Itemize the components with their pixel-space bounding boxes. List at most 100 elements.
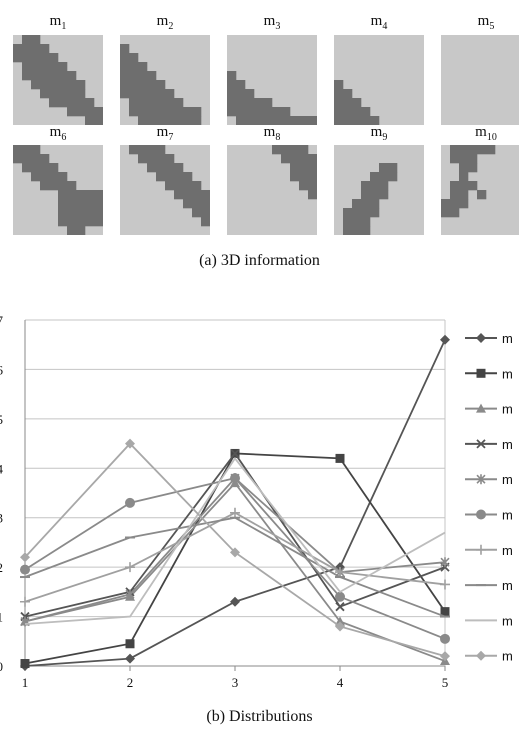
data-point xyxy=(335,616,345,626)
legend-entry-8: m xyxy=(502,578,513,593)
mask-label-name: m xyxy=(263,124,276,140)
legend-entry-7: m xyxy=(502,543,513,558)
legend-entry-4: m xyxy=(502,437,513,452)
series-line-6 xyxy=(24,477,446,640)
y-tick-label: 3 xyxy=(0,511,3,526)
data-point xyxy=(335,591,345,602)
mask-label-3: m3 xyxy=(227,13,317,35)
data-point xyxy=(230,473,240,484)
mask-label-name: m xyxy=(263,13,276,29)
x-tick-label: 3 xyxy=(232,675,239,690)
data-point xyxy=(335,567,345,578)
series-line-9 xyxy=(24,456,446,625)
x-tick-label: 1 xyxy=(22,675,29,690)
mask-label-8: m8 xyxy=(227,124,317,146)
mask-image-8 xyxy=(227,145,317,235)
y-tick-label: 0 xyxy=(0,659,3,674)
data-point xyxy=(440,579,450,590)
data-point xyxy=(440,651,450,662)
mask-image-7 xyxy=(120,145,210,235)
mask-label-subscript: 1 xyxy=(61,21,67,32)
legend-marker xyxy=(476,474,486,485)
data-point xyxy=(20,552,30,563)
legend-marker xyxy=(476,368,486,378)
y-tick-label: 5 xyxy=(0,412,3,427)
mask-label-subscript: 2 xyxy=(168,21,174,32)
data-point xyxy=(125,497,135,508)
mask-label-subscript: 8 xyxy=(275,132,281,143)
legend-entry-3: m xyxy=(502,402,513,417)
mask-label-name: m xyxy=(49,13,62,29)
mask-label-9: m9 xyxy=(334,124,424,146)
data-point xyxy=(440,334,450,345)
y-tick-label: 7 xyxy=(0,313,4,328)
mask-label-name: m xyxy=(156,124,169,140)
data-point xyxy=(335,602,345,612)
mask-label-10: m10 xyxy=(441,124,519,146)
mask-label-6: m6 xyxy=(13,124,103,146)
data-point xyxy=(125,653,135,664)
data-point xyxy=(20,564,30,575)
legend-entry-2: m xyxy=(502,366,513,381)
mask-label-subscript: 3 xyxy=(275,21,281,32)
y-tick-label: 4 xyxy=(0,461,4,476)
mask-label-name: m xyxy=(49,124,62,140)
data-point xyxy=(440,557,450,568)
legend-marker xyxy=(476,509,486,520)
mask-label-subscript: 4 xyxy=(382,21,388,32)
y-tick-label: 2 xyxy=(0,560,3,575)
legend-entry-10: m xyxy=(502,649,513,664)
legend-marker xyxy=(476,333,486,343)
mask-image-2 xyxy=(120,35,210,125)
caption-distributions: (b) Distributions xyxy=(206,708,313,725)
legend-marker xyxy=(476,544,486,555)
data-point xyxy=(20,596,30,607)
mask-label-2: m2 xyxy=(120,13,210,35)
mask-image-3 xyxy=(227,35,317,125)
mask-label-7: m7 xyxy=(120,124,210,146)
data-point xyxy=(125,562,135,573)
data-point xyxy=(125,639,135,649)
legend-marker xyxy=(476,439,486,449)
mask-label-name: m xyxy=(156,13,169,29)
data-point xyxy=(20,659,30,669)
mask-label-name: m xyxy=(477,13,490,29)
data-point xyxy=(440,633,450,644)
mask-label-name: m xyxy=(370,124,383,140)
mask-label-subscript: 7 xyxy=(168,132,174,143)
mask-label-4: m4 xyxy=(334,13,424,35)
mask-label-subscript: 10 xyxy=(486,132,497,143)
mask-label-name: m xyxy=(475,124,487,140)
x-tick-label: 4 xyxy=(337,675,344,690)
mask-label-subscript: 9 xyxy=(382,132,388,143)
legend-marker xyxy=(476,403,486,413)
data-point xyxy=(230,448,240,459)
data-point xyxy=(125,589,135,600)
mask-label-subscript: 6 xyxy=(61,132,67,143)
data-point xyxy=(440,607,450,617)
legend-marker xyxy=(476,650,486,661)
panel-3d-information: m1 m2 m3 m4 m5 m6 m7 m8 m9 m10 (a) 3D information xyxy=(0,0,519,285)
mask-image-9 xyxy=(334,145,424,235)
mask-image-4 xyxy=(334,35,424,125)
legend-entry-1: m xyxy=(502,331,513,346)
data-point xyxy=(230,547,240,558)
data-point xyxy=(230,507,240,518)
y-tick-label: 1 xyxy=(0,610,3,625)
mask-image-5 xyxy=(441,35,519,125)
mask-label-name: m xyxy=(370,13,383,29)
mask-image-10 xyxy=(441,145,519,235)
x-tick-label: 5 xyxy=(442,675,449,690)
legend-entry-9: m xyxy=(502,613,513,628)
mask-image-6 xyxy=(13,145,103,235)
legend-entry-6: m xyxy=(502,508,513,523)
data-point xyxy=(125,438,135,449)
x-tick-label: 2 xyxy=(127,675,134,690)
mask-label-1: m1 xyxy=(13,13,103,35)
mask-label-5: m5 xyxy=(441,13,519,35)
legend-entry-5: m xyxy=(502,472,513,487)
y-tick-label: 6 xyxy=(0,362,4,377)
mask-label-subscript: 5 xyxy=(489,21,495,32)
data-point xyxy=(230,596,240,607)
